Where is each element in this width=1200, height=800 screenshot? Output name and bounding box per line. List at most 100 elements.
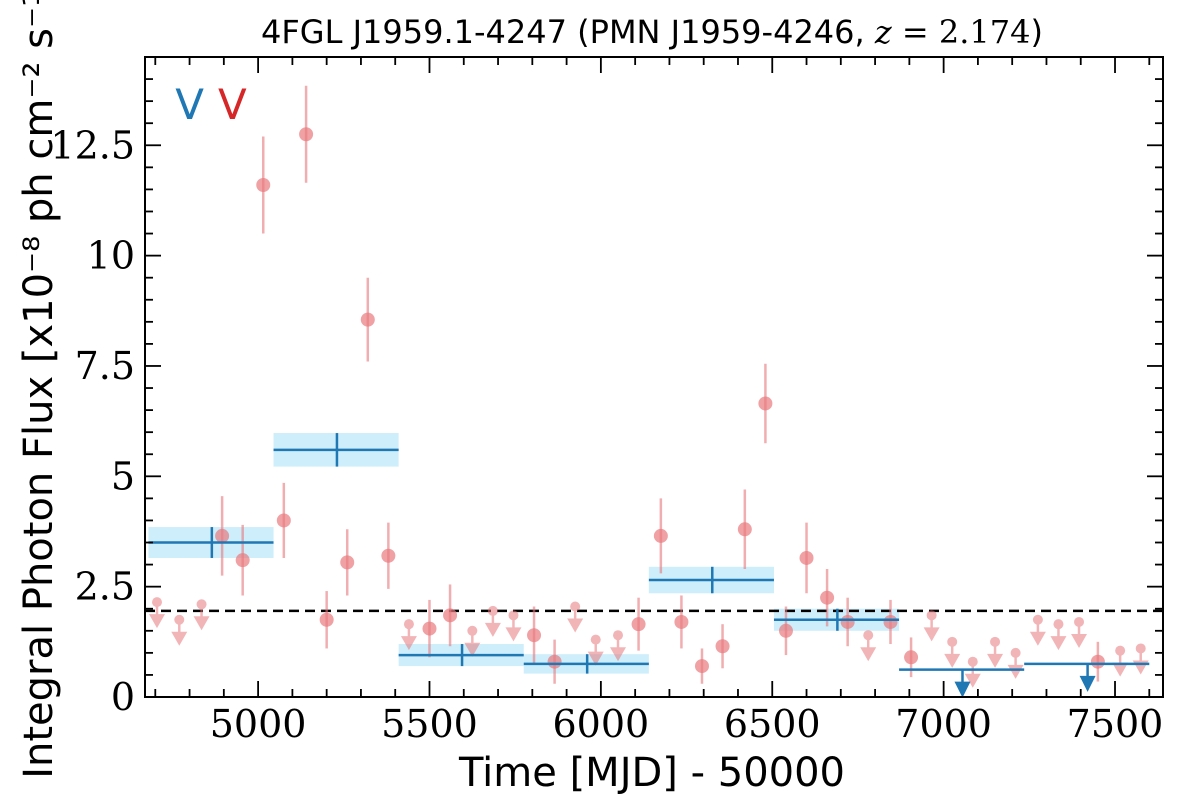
- y-tick-label: 2.5: [75, 565, 135, 609]
- upper-limit-point: [174, 614, 185, 625]
- monthly-data-point: [1090, 641, 1105, 682]
- upper-limit-point: [613, 630, 624, 641]
- data-point: [319, 612, 334, 627]
- yearly-bin: [523, 654, 649, 674]
- monthly-upper-limit: [400, 619, 417, 651]
- monthly-data-point: [422, 599, 437, 658]
- data-point: [674, 614, 689, 629]
- upper-limit-arrow: [964, 673, 981, 688]
- monthly-data-point: [235, 524, 250, 596]
- monthly-data-point: [527, 606, 542, 664]
- upper-limit-point: [487, 605, 498, 616]
- data-point: [778, 623, 793, 638]
- data-point: [737, 522, 752, 537]
- monthly-data-point: [694, 648, 709, 684]
- data-point: [820, 590, 835, 605]
- x-tick-label: 7000: [895, 702, 992, 746]
- data-point: [215, 528, 230, 543]
- data-point: [694, 659, 709, 674]
- data-point: [360, 312, 375, 327]
- upper-limit-point: [1115, 645, 1126, 656]
- x-tick-label: 7500: [1067, 702, 1164, 746]
- yearly-ul-arrow: [954, 681, 971, 697]
- monthly-upper-limit: [860, 630, 877, 662]
- upper-limit-point: [403, 619, 414, 630]
- x-tick-label: 6000: [553, 702, 650, 746]
- monthly-data-point: [758, 363, 773, 444]
- data-point: [1090, 654, 1105, 669]
- upper-limit-arrow: [1071, 633, 1088, 648]
- monthly-data-point: [547, 639, 562, 684]
- upper-limit-arrow: [923, 627, 940, 642]
- monthly-upper-limit: [148, 597, 165, 629]
- monthly-data-point: [904, 637, 919, 678]
- upper-limit-point: [1010, 647, 1021, 658]
- monthly-data-point: [674, 595, 689, 649]
- data-point: [381, 548, 396, 563]
- y-axis-label: Integral Photon Flux [x10⁻⁸ ph cm⁻² s⁻¹]: [16, 0, 62, 779]
- monthly-upper-limit: [987, 636, 1004, 668]
- upper-limit-arrow: [171, 631, 188, 646]
- monthly-data-point: [820, 569, 835, 627]
- monthly-upper-limit: [464, 625, 481, 657]
- monthly-upper-limit: [1132, 643, 1149, 675]
- yearly-bin: [398, 644, 524, 667]
- monthly-data-point: [883, 599, 898, 645]
- upper-limit-point: [1053, 619, 1064, 630]
- upper-limit-point: [967, 656, 978, 667]
- upper-limit-point: [467, 625, 478, 636]
- upper-limit-point: [926, 610, 937, 621]
- yearly-bin: [648, 566, 774, 594]
- data-point: [758, 396, 773, 411]
- data-point: [883, 614, 898, 629]
- upper-limit-arrow: [464, 642, 481, 657]
- monthly-upper-limit: [171, 614, 188, 646]
- upper-limit-point: [1135, 643, 1146, 654]
- monthly-data-point: [340, 529, 355, 596]
- monthly-upper-limit: [964, 656, 981, 688]
- monthly-upper-limit: [193, 599, 210, 631]
- monthly-data-point: [256, 136, 271, 234]
- y-tick-label: 7.5: [75, 344, 135, 388]
- yearly-bin: [148, 527, 274, 558]
- yearly-ul-arrow: [1079, 675, 1096, 692]
- upper-limit-point: [863, 630, 874, 641]
- upper-limit-arrow: [484, 622, 501, 637]
- y-tick-label: 12.5: [50, 123, 135, 167]
- monthly-data-point: [631, 597, 646, 651]
- marker-label: V: [175, 80, 204, 129]
- upper-limit-arrow: [610, 647, 627, 662]
- data-point: [340, 555, 355, 570]
- monthly-data-point: [299, 85, 314, 183]
- upper-limit-point: [570, 601, 581, 612]
- yearly-upper-limit: [1024, 662, 1150, 692]
- upper-limit-arrow: [1132, 660, 1149, 675]
- upper-limit-point: [196, 599, 207, 610]
- monthly-upper-limit: [1071, 616, 1088, 648]
- monthly-upper-limit: [944, 636, 961, 668]
- monthly-upper-limit: [923, 610, 940, 642]
- monthly-data-point: [653, 498, 668, 574]
- data-point: [299, 127, 314, 142]
- upper-limit-point: [947, 636, 958, 647]
- monthly-data-point: [840, 597, 855, 647]
- upper-limit-arrow: [1050, 636, 1067, 651]
- upper-limit-arrow: [193, 616, 210, 631]
- upper-limit-arrow: [944, 653, 961, 668]
- monthly-data-point: [215, 496, 230, 576]
- upper-limit-arrow: [148, 614, 165, 629]
- monthly-data-point: [799, 522, 814, 594]
- monthly-upper-limit: [1050, 619, 1067, 651]
- upper-limit-point: [990, 636, 1001, 647]
- upper-limit-arrow: [1007, 664, 1024, 679]
- y-tick-label: 10: [87, 234, 135, 278]
- data-point: [256, 178, 271, 192]
- monthly-data-point: [737, 489, 752, 569]
- data-point: [547, 654, 562, 669]
- upper-limit-arrow: [505, 627, 522, 642]
- monthly-data-point: [360, 277, 375, 362]
- upper-limit-arrow: [567, 618, 584, 633]
- monthly-data-point: [443, 584, 458, 647]
